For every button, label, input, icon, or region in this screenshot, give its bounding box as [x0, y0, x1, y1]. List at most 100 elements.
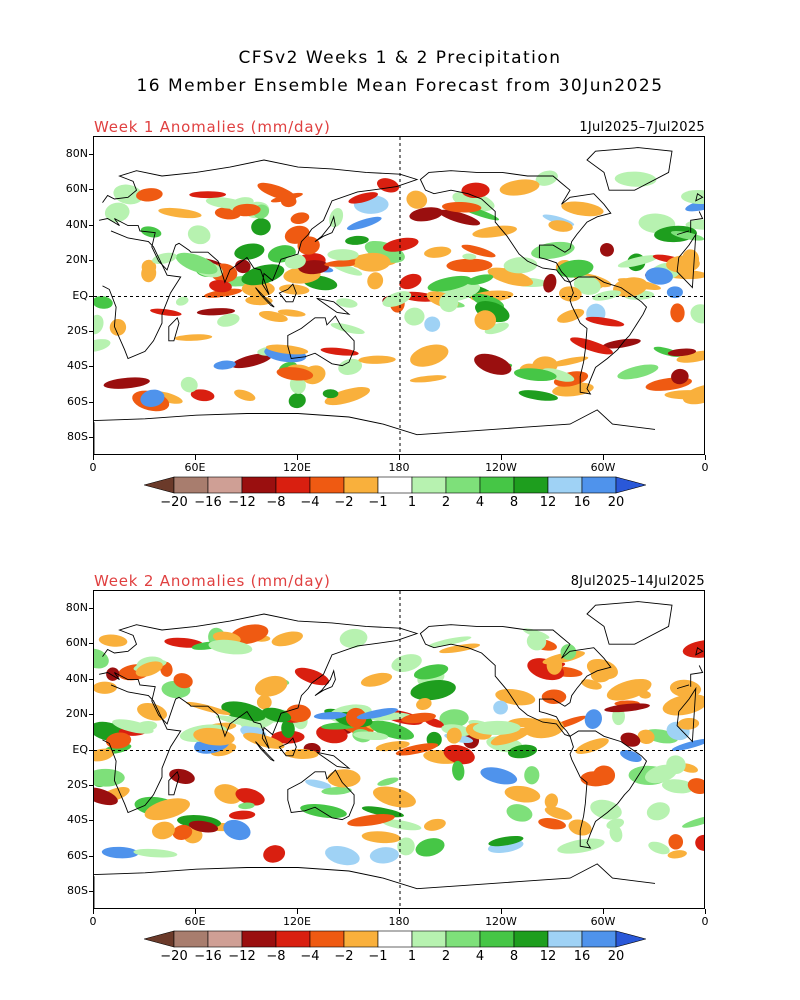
anomaly-patch [441, 201, 482, 213]
anomaly-patch [585, 316, 625, 327]
coastline [278, 283, 297, 303]
anomaly-patch [513, 368, 557, 382]
colorbar-label: 4 [475, 495, 485, 510]
lat-tick [89, 749, 94, 751]
coastline [419, 624, 612, 738]
coastline [278, 737, 297, 757]
coastline [695, 192, 704, 202]
lon-tick [603, 455, 604, 460]
anomaly-patch [213, 360, 236, 370]
anomaly-patch [327, 769, 361, 788]
anomaly-patch [397, 837, 415, 856]
lon-tick [195, 909, 196, 914]
anomaly-patch [381, 819, 422, 831]
lat-tick [89, 224, 94, 226]
anomaly-patch [94, 681, 117, 694]
lat-tick [89, 401, 94, 403]
coastline [569, 276, 648, 395]
colorbar-segment [207, 930, 243, 948]
colorbar-segment [241, 930, 277, 948]
anomaly-patch [524, 766, 540, 785]
colorbar-segment [547, 930, 583, 948]
map-canvas [94, 137, 704, 454]
colorbar-label: 12 [539, 495, 557, 510]
anomaly-patch [580, 771, 611, 787]
anomaly-patch [592, 290, 622, 301]
anomaly-patch [606, 818, 625, 830]
anomaly-patch [98, 634, 128, 647]
anomaly-patch [356, 708, 398, 720]
colorbar-label: −16 [194, 949, 222, 964]
anomaly-patch [270, 192, 303, 203]
anomaly-patch [284, 254, 306, 269]
anomaly-patch [281, 719, 295, 738]
anomaly-patch [175, 296, 189, 306]
anomaly-patch [409, 375, 447, 383]
week2-title: Week 2 Anomalies (mm/day) [94, 572, 331, 590]
anomaly-patch [94, 787, 118, 806]
lon-tick [297, 909, 298, 914]
anomaly-patch [94, 296, 113, 309]
anomaly-patch [648, 841, 670, 855]
anomaly-patch [258, 310, 288, 323]
anomaly-patch [265, 344, 309, 355]
anomaly-patch [320, 347, 359, 356]
anomaly-patch [676, 350, 704, 363]
anomaly-patch [538, 818, 566, 830]
anomaly-patch [461, 244, 496, 258]
anomaly-patch [685, 219, 704, 230]
anomaly-patch [189, 191, 227, 199]
lat-tick [89, 260, 94, 262]
lat-tick [89, 678, 94, 680]
anomaly-patch [570, 337, 613, 355]
lon-tick [501, 909, 502, 914]
lat-tick-label: 20N [65, 707, 88, 721]
anomaly-patch [205, 197, 246, 209]
anomaly-patch [235, 788, 265, 806]
lon-tick-label: 120E [283, 461, 311, 474]
anomaly-patch [372, 786, 416, 808]
anomaly-patch [190, 389, 215, 402]
anomaly-patch [180, 376, 198, 393]
anomaly-patch [499, 179, 540, 196]
lat-tick [89, 607, 94, 609]
anomaly-patch [228, 810, 256, 820]
anomaly-patch [573, 275, 601, 295]
anomaly-patch [271, 631, 303, 647]
anomaly-patch [395, 743, 439, 756]
anomaly-patch [428, 636, 472, 648]
anomaly-patch [277, 309, 306, 317]
lat-tick-label: 80S [67, 430, 88, 444]
colorbar-label: 2 [441, 949, 451, 964]
coastline [316, 297, 351, 315]
anomaly-patch [354, 252, 391, 272]
anomaly-patch [109, 318, 127, 336]
anomaly-patch [94, 314, 104, 335]
colorbar-arrow-high [615, 476, 648, 494]
coastline [586, 601, 673, 645]
anomaly-patch [298, 260, 329, 275]
anomaly-patch [135, 661, 163, 677]
anomaly-patch [410, 680, 456, 701]
anomaly-patch [336, 298, 358, 308]
anomaly-patch [682, 815, 704, 828]
anomaly-patch [382, 237, 419, 252]
anomaly-patch [94, 648, 109, 669]
lon-tick-label: 120W [485, 461, 517, 474]
anomaly-patch [617, 364, 659, 380]
anomaly-patch [361, 806, 405, 818]
anomaly-patch [416, 698, 432, 711]
anomaly-patch [173, 673, 193, 689]
anomaly-patch [94, 339, 111, 352]
colorbar-label: 16 [573, 949, 591, 964]
colorbar-segment [581, 476, 617, 494]
anomaly-patch [682, 639, 704, 658]
anomaly-patch [327, 249, 359, 261]
lon-tick [195, 455, 196, 460]
anomaly-patch [322, 389, 339, 399]
anomaly-patch [348, 192, 378, 204]
lat-tick [89, 330, 94, 332]
anomaly-patch [549, 356, 589, 367]
anomaly-patch [150, 308, 182, 317]
colorbar-segment [411, 930, 447, 948]
